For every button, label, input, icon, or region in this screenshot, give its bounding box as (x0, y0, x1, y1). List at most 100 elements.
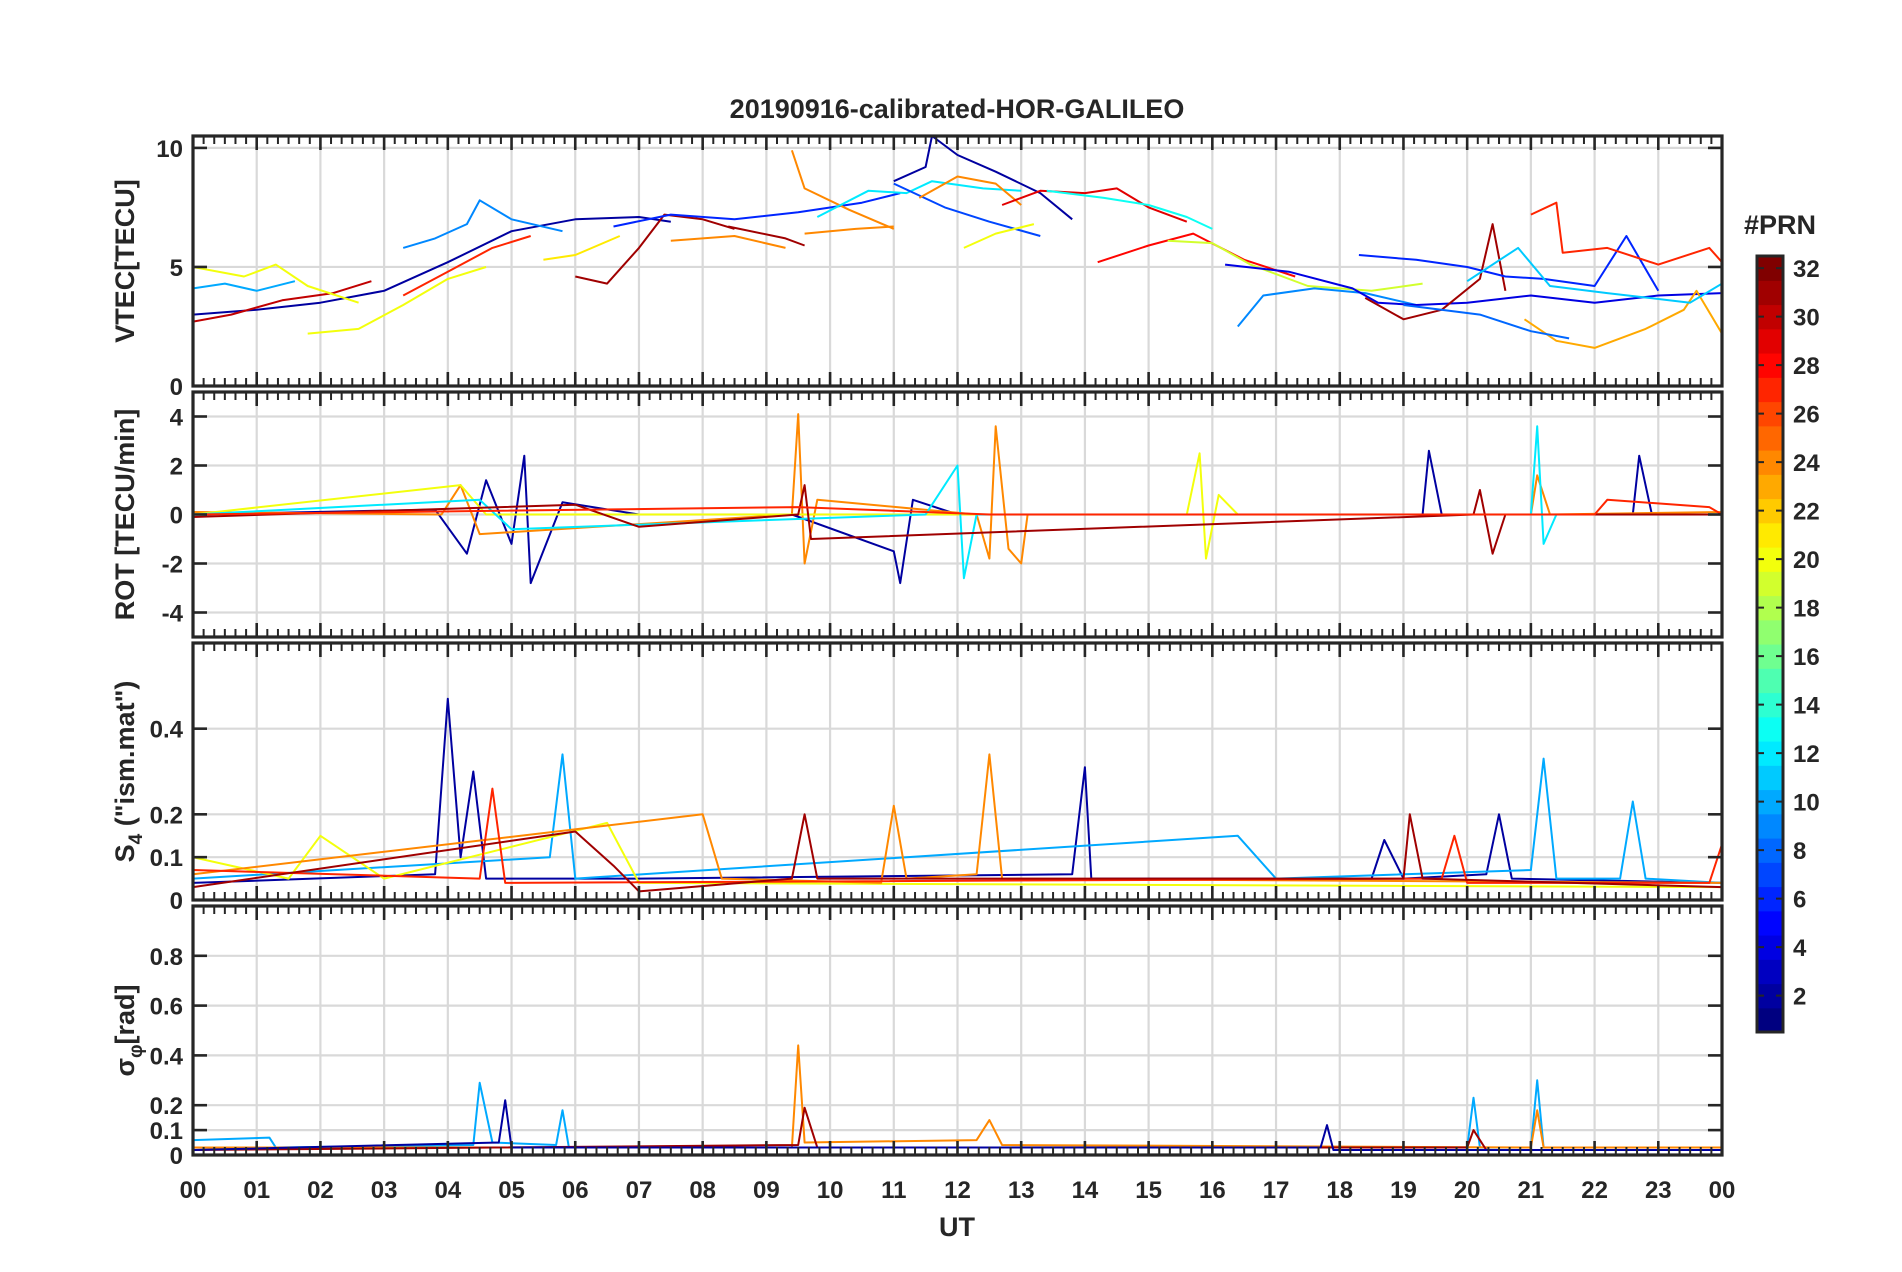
x-tick-label: 22 (1581, 1177, 1608, 1204)
x-tick-label: 05 (498, 1177, 525, 1204)
y-tick-label: 2 (170, 454, 183, 481)
y-axis-label: S4 ("ism.mat") (110, 681, 147, 863)
series-prn-20 (963, 223, 1035, 249)
x-tick-label: 17 (1263, 1177, 1290, 1204)
colorbar-tick-label: 6 (1793, 887, 1806, 914)
series-prn-20 (193, 263, 359, 304)
series-prn-4 (1224, 263, 1722, 306)
series-prn-31 (575, 213, 735, 285)
x-tick-label: 06 (562, 1177, 589, 1204)
y-tick-label: 5 (170, 255, 183, 282)
colorbar-segment (1757, 328, 1783, 354)
colorbar-segment (1757, 619, 1783, 645)
colorbar-segment (1757, 377, 1783, 403)
colorbar-tick-label: 2 (1793, 984, 1806, 1011)
series-prn-2 (193, 216, 671, 316)
y-tick-label: 0 (170, 374, 183, 401)
colorbar-segment (1757, 813, 1783, 839)
x-tick-label: 21 (1518, 1177, 1545, 1204)
panel-frame (191, 134, 1724, 388)
x-tick-label: 02 (307, 1177, 334, 1204)
colorbar-label: #PRN (1744, 210, 1816, 240)
colorbar-tick-label: 14 (1793, 693, 1820, 720)
series-prn-31 (193, 813, 1722, 893)
series-prn-27 (402, 235, 531, 297)
y-axis-label: ROT [TECU/min] (110, 409, 140, 620)
y-tick-label: 0.1 (150, 845, 183, 872)
series-prn-9 (1237, 287, 1417, 328)
x-tick-label: 18 (1326, 1177, 1353, 1204)
x-tick-label: 19 (1390, 1177, 1417, 1204)
y-tick-label: 10 (156, 136, 183, 163)
colorbar-tick-label: 20 (1793, 547, 1820, 574)
y-tick-label: 0.8 (150, 944, 183, 971)
series-prn-12 (193, 425, 1722, 580)
colorbar-tick-label: 24 (1793, 450, 1820, 477)
x-tick-label: 16 (1199, 1177, 1226, 1204)
colorbar-tick-label: 10 (1793, 790, 1820, 817)
x-tick-label: 00 (1709, 1177, 1736, 1204)
y-axis-label: σφ[rad] (110, 984, 147, 1076)
colorbar-segment (1757, 571, 1783, 597)
x-tick-label: 07 (626, 1177, 653, 1204)
y-tick-label: -2 (162, 552, 183, 579)
colorbar-segment (1757, 959, 1783, 985)
series-prn-23 (1523, 289, 1722, 349)
y-tick-label: 0.4 (150, 1043, 184, 1070)
series-prn-2 (193, 1099, 1722, 1151)
x-tick-label: 00 (180, 1177, 207, 1204)
series-prn-24 (193, 753, 1722, 884)
series-prn-30 (193, 280, 372, 323)
colorbar-segment (1757, 862, 1783, 888)
series-prn-2 (893, 136, 1073, 221)
series-prn-8 (1403, 304, 1570, 340)
series-prn-20 (193, 452, 1722, 560)
series-prn-13 (1046, 189, 1213, 230)
x-tick-label: 08 (689, 1177, 716, 1204)
colorbar-tick-label: 16 (1793, 644, 1820, 671)
series-prn-9 (402, 199, 563, 249)
y-axis-label: VTEC[TECU] (110, 179, 140, 343)
y-tick-label: 0.2 (150, 1093, 183, 1120)
x-axis-ticks: 00 01 02 03 04 05 06 07 08 09 10 11 12 13 14 15 16 17 18 19… (180, 1177, 1736, 1204)
series-prn-10 (193, 280, 296, 292)
series-prn-24 (193, 1044, 1722, 1149)
y-tick-label: 0 (170, 503, 183, 530)
series-prn-11 (1466, 246, 1722, 304)
colorbar-segment (1757, 425, 1783, 451)
series-prn-6 (1358, 235, 1660, 292)
series-prn-10 (193, 753, 1722, 884)
colorbar-tick-label: 18 (1793, 596, 1820, 623)
colorbar-segment (1757, 716, 1783, 742)
x-tick-label: 12 (944, 1177, 971, 1204)
colorbar-segment (1757, 474, 1783, 500)
y-tick-label: 0 (170, 1143, 183, 1170)
panel-frame (191, 390, 1724, 639)
x-tick-label: 01 (243, 1177, 270, 1204)
colorbar-tick-label: 8 (1793, 838, 1806, 865)
series-prn-21 (543, 235, 621, 261)
colorbar-frame (1755, 254, 1785, 1034)
series-prn-24 (918, 175, 1022, 206)
colorbar-tick-label: 30 (1793, 305, 1820, 332)
series-prn-31 (727, 225, 805, 247)
colorbar-tick-label: 4 (1793, 935, 1807, 962)
colorbar-tick-label: 22 (1793, 499, 1820, 526)
x-tick-label: 13 (1008, 1177, 1035, 1204)
y-tick-label: 0.1 (150, 1118, 183, 1145)
colorbar-tick-label: 32 (1793, 256, 1820, 283)
x-tick-label: 23 (1645, 1177, 1672, 1204)
panel-sigma-phi: 00.10.2 0.4 0.6 0.8σφ[rad] (110, 904, 1724, 1170)
panel-frame (191, 904, 1724, 1157)
colorbar-segment (1757, 668, 1783, 694)
colorbar-segment (1757, 280, 1783, 306)
colorbar-tick-label: 12 (1793, 741, 1820, 768)
series-prn-19 (1167, 239, 1423, 292)
x-tick-label: 20 (1454, 1177, 1481, 1204)
series-prn-28 (1097, 232, 1296, 278)
panel-vtec: 0 5 10 VTEC[TECU] (110, 134, 1724, 401)
series-prn-24 (670, 235, 786, 249)
x-tick-label: 04 (434, 1177, 461, 1204)
series-prn-6 (613, 192, 901, 228)
